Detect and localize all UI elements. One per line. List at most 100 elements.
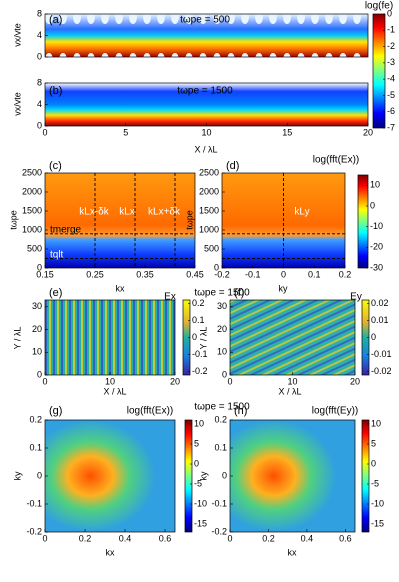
y-tick-label: 0.1 (214, 442, 227, 452)
x-axis-label: ky (279, 283, 289, 293)
y-axis-label: Y / λL (198, 327, 208, 350)
y-tick-label: 1500 (199, 205, 219, 215)
y-tick-label: 2000 (22, 186, 42, 196)
panel-label: (c) (49, 160, 62, 172)
colorbar-tick-label: 5 (194, 438, 199, 448)
y-axis-label: vx/vte (12, 92, 22, 116)
y-tick-label: 8 (37, 77, 42, 87)
colorbar (372, 13, 386, 129)
annotation: kLy (294, 207, 309, 218)
y-tick-label: 0 (37, 51, 42, 61)
x-tick-label: 20 (350, 376, 360, 386)
panel-label: (f) (234, 287, 244, 299)
x-tick-label: 0.2 (79, 533, 92, 543)
colorbar-tick-label: 0.02 (371, 298, 389, 308)
y-tick-label: 8 (37, 8, 42, 18)
colorbar-tick-label: -2 (387, 41, 395, 51)
y-tick-label: 0 (222, 369, 227, 379)
y-tick-label: 20 (217, 324, 227, 334)
y-tick-label: 0 (37, 369, 42, 379)
colorbar-tick-label: -5 (371, 478, 379, 488)
annotation: tmerge (50, 225, 82, 236)
x-axis-label: X / λL (103, 386, 126, 396)
panel-label: (b) (49, 85, 62, 97)
y-tick-label: 1500 (22, 205, 42, 215)
colorbar-tick-label: -10 (370, 221, 383, 231)
colorbar-tick-label: -0.2 (192, 366, 208, 376)
x-axis-label: X / λL (278, 386, 301, 396)
y-tick-label: 0 (37, 120, 42, 130)
colorbar-tick-label: -3 (387, 57, 395, 67)
heatmap-field (45, 420, 175, 532)
heatmap-field (45, 83, 368, 126)
panel-title: tωpe = 500 (180, 15, 230, 26)
colorbar-tick-label: -10 (194, 498, 207, 508)
heatmap-field (45, 173, 195, 268)
colorbar-tick-label: 10 (194, 418, 204, 428)
y-tick-label: 0.2 (214, 414, 227, 424)
colorbar-tick-label: 5 (371, 438, 376, 448)
y-tick-label: 2500 (199, 167, 219, 177)
colorbar-tick-label: -7 (387, 122, 395, 132)
colorbar-tick-label: -1 (387, 25, 395, 35)
colorbar-tick-label: -15 (371, 518, 384, 528)
x-tick-label: 0 (42, 533, 47, 543)
y-tick-label: 0 (37, 470, 42, 480)
x-tick-label: 5 (123, 127, 128, 137)
colorbar-tick-label: -4 (387, 74, 395, 84)
y-tick-label: 0 (37, 262, 42, 272)
y-tick-label: -0.1 (211, 498, 227, 508)
colorbar-tick-label: -5 (387, 90, 395, 100)
y-tick-label: 10 (32, 347, 42, 357)
annotation: kLx (119, 207, 135, 218)
colorbar-tick-label: 10 (371, 418, 381, 428)
colorbar-label: log(fft(Ex)) (313, 155, 360, 166)
y-tick-label: 2000 (199, 186, 219, 196)
colorbar-tick-label: -5 (194, 478, 202, 488)
y-tick-label: 0 (214, 262, 219, 272)
y-tick-label: 500 (204, 243, 219, 253)
panel-title: tωpe = 1500 (194, 402, 250, 413)
colorbar-tick-label: 0 (194, 458, 199, 468)
panel-title: tωpe = 1500 (177, 86, 233, 97)
y-tick-label: 1000 (22, 224, 42, 234)
colorbar-tick-label: 0.01 (371, 315, 389, 325)
colorbar-tick-label: 0 (192, 332, 197, 342)
y-axis-label: tωpe (184, 210, 194, 230)
plot-frame (44, 172, 196, 269)
y-tick-label: 30 (32, 301, 42, 311)
heatmap-field (230, 420, 355, 532)
y-axis-label: ky (198, 471, 208, 481)
colorbar-tick-label: -0.1 (192, 349, 208, 359)
y-tick-label: 500 (27, 243, 42, 253)
annotation: tqlt (50, 250, 64, 261)
x-tick-label: 0 (227, 533, 232, 543)
x-tick-label: -0.1 (245, 269, 261, 279)
x-axis-label: kx (116, 283, 126, 293)
x-tick-label: 0.35 (136, 269, 154, 279)
colorbar-tick-label: -30 (370, 262, 383, 272)
panel-label: (h) (234, 405, 247, 417)
colorbar (361, 419, 370, 533)
colorbar (357, 174, 369, 269)
panel-label: (a) (49, 14, 62, 26)
y-tick-label: -0.2 (211, 526, 227, 536)
x-tick-label: 0.2 (339, 269, 352, 279)
heatmap-field (45, 14, 368, 57)
panel-label: (e) (49, 287, 62, 299)
x-tick-label: 20 (363, 127, 373, 137)
colorbar-tick-label: -15 (194, 518, 207, 528)
colorbar-tick-label: 0 (370, 200, 375, 210)
y-tick-label: 1000 (199, 224, 219, 234)
colorbar-tick-label: -6 (387, 106, 395, 116)
y-axis-label: ky (12, 471, 22, 481)
x-axis-label: kx (106, 547, 116, 557)
x-tick-label: 0.15 (36, 269, 54, 279)
colorbar-tick-label: -0.01 (371, 349, 392, 359)
x-tick-label: 15 (282, 127, 292, 137)
x-tick-label: 0.2 (262, 533, 275, 543)
y-tick-label: 4 (37, 30, 42, 40)
y-tick-label: 0.1 (29, 442, 42, 452)
colorbar-tick-label: 0.2 (192, 298, 205, 308)
